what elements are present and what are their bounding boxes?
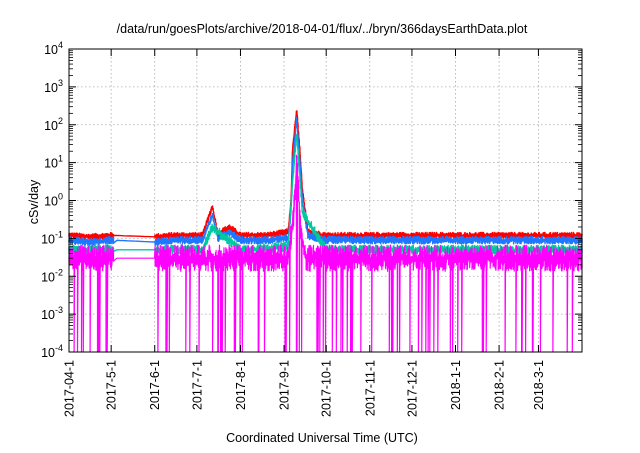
series-line-1 [68,110,583,241]
x-tick-label: 2017-04-1 [63,360,77,417]
x-tick-label: 2018-1-1 [449,360,463,410]
y-tick-label: 103 [44,78,63,95]
series-line-4 [68,154,583,353]
x-tick-label: 2018-2-1 [493,360,507,410]
x-tick-label: 2017-11-1 [363,360,377,416]
x-tick-label: 2017-12-1 [405,360,419,417]
x-axis-label: Coordinated Universal Time (UTC) [226,431,418,445]
y-tick-label: 10-2 [41,267,63,284]
series-layer [68,110,583,353]
y-tick-label: 10-4 [41,343,63,360]
x-tick-label: 2017-6-1 [148,360,162,410]
x-tick-label: 2017-10-1 [320,360,334,417]
y-tick-label: 102 [44,116,63,133]
x-tick-label: 2018-3-1 [532,360,546,410]
series-line-2 [68,116,583,247]
y-tick-label: 10-3 [41,305,63,322]
x-tick-label: 2017-7-1 [190,360,204,410]
x-tick-label: 2017-5-1 [105,360,119,410]
y-axis-label: cSv/day [27,179,41,224]
y-tick-label: 101 [44,154,63,171]
x-tick-label: 2017-8-1 [234,360,248,410]
chart-title: /data/run/goesPlots/archive/2018-04-01/f… [117,22,528,36]
y-tick-label: 104 [44,40,63,57]
y-tick-label: 10-1 [41,229,63,246]
x-tick-label: 2017-9-1 [278,360,292,410]
y-tick-label: 100 [44,192,63,209]
